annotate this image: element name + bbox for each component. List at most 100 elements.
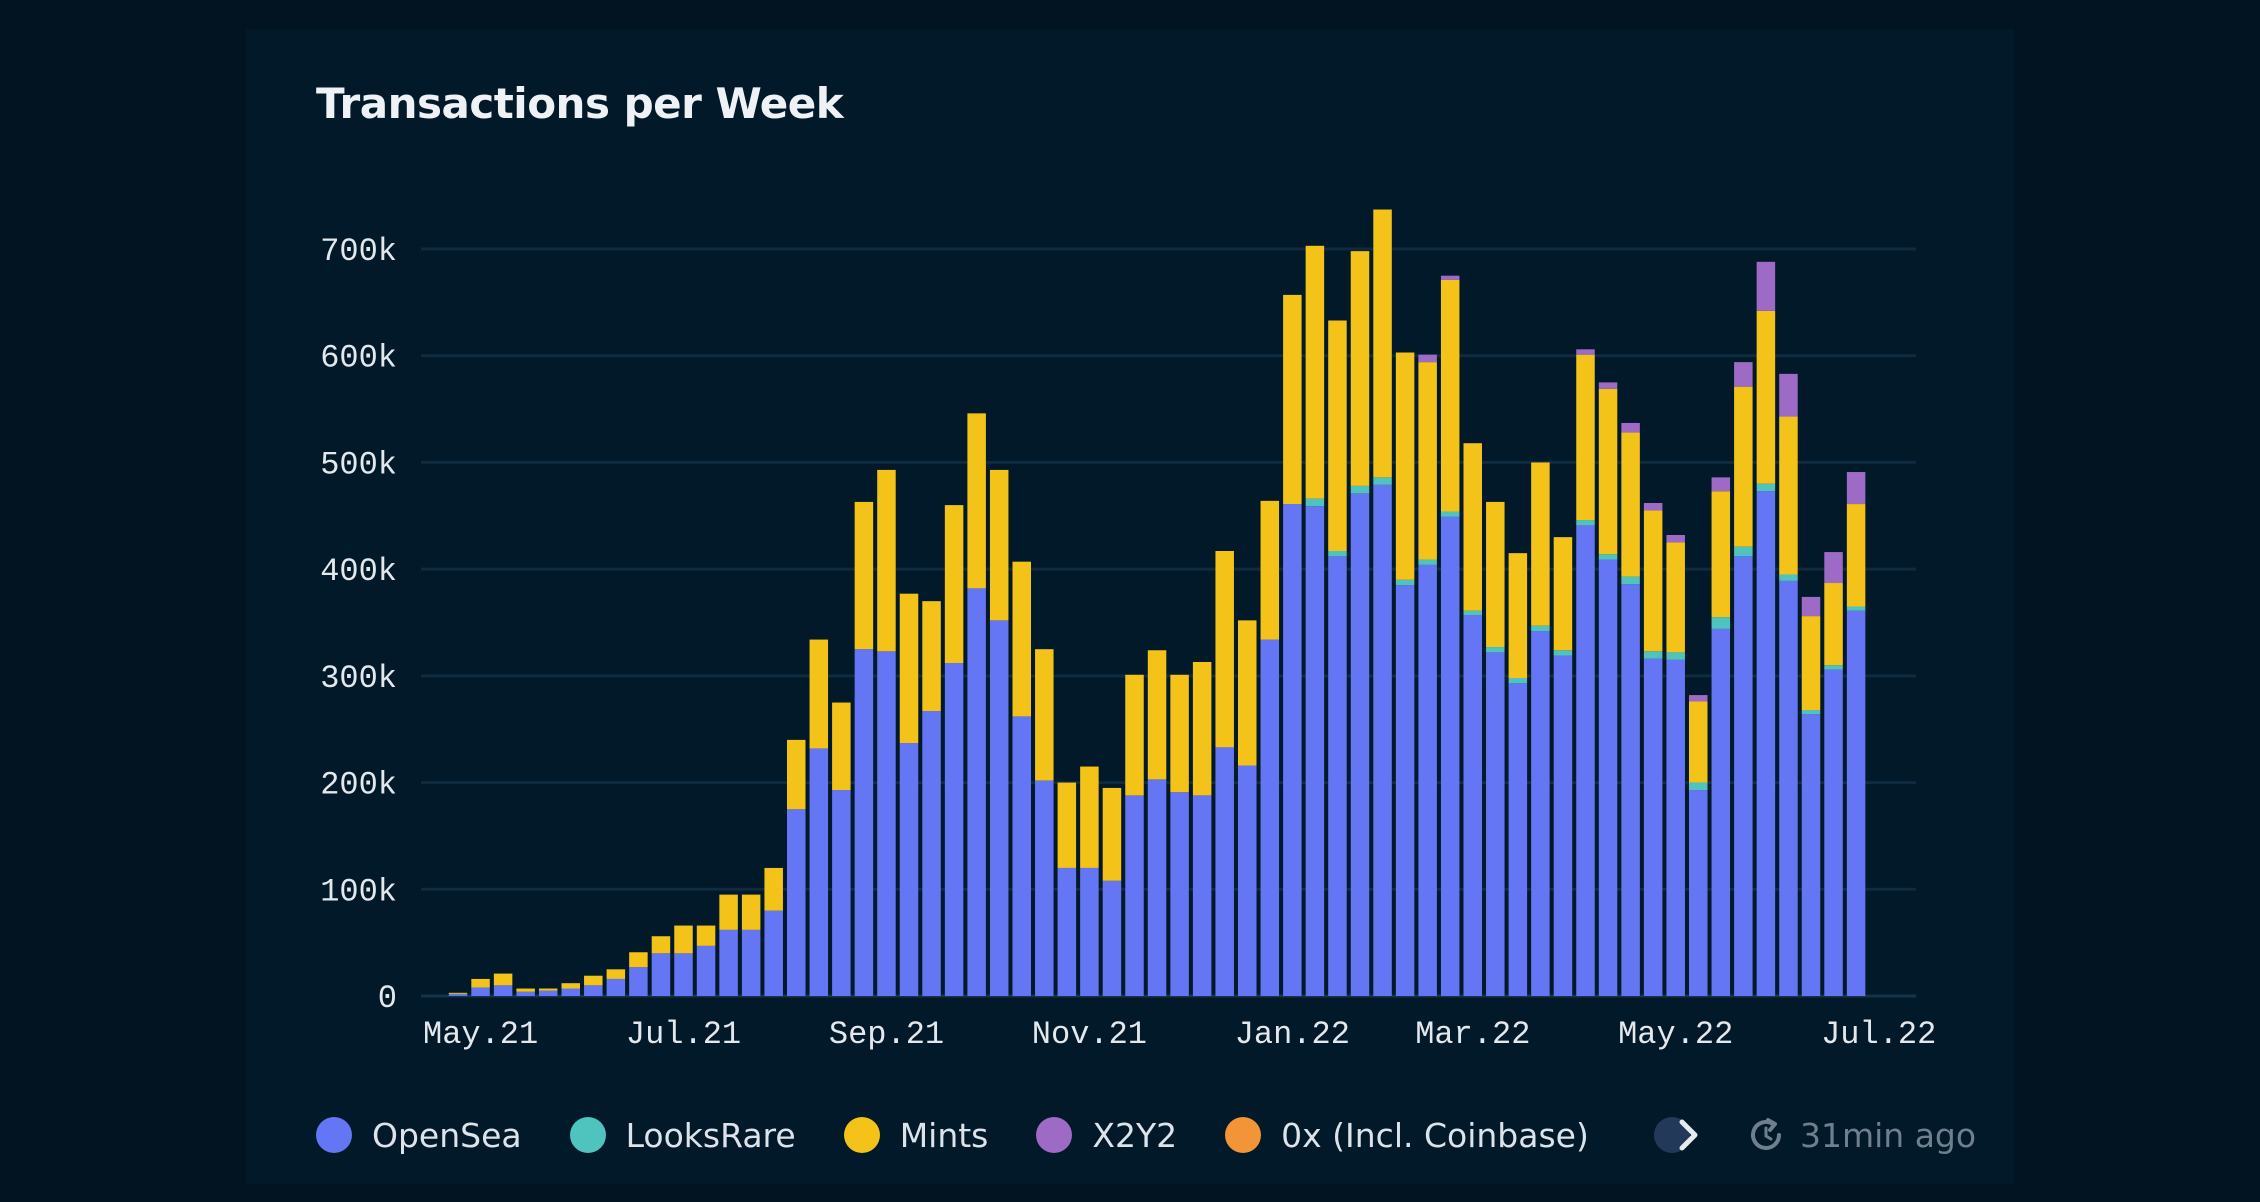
bar-segment-opensea[interactable] xyxy=(471,987,490,996)
bar-segment-looksrare[interactable] xyxy=(1689,782,1708,791)
bar-segment-opensea[interactable] xyxy=(651,953,671,996)
bar-segment-mints[interactable] xyxy=(1598,388,1618,555)
bar-segment-mints[interactable] xyxy=(1531,462,1550,626)
bar-segment-mints[interactable] xyxy=(809,639,829,749)
bar-segment-mints[interactable] xyxy=(1170,674,1189,793)
bar-segment-opensea[interactable] xyxy=(899,743,919,996)
bar-segment-mints[interactable] xyxy=(651,936,671,954)
bar-segment-looksrare[interactable] xyxy=(1734,546,1753,557)
bar-segment-opensea[interactable] xyxy=(1350,493,1370,996)
bar-segment-x2y2[interactable] xyxy=(1711,477,1731,492)
bar-segment-opensea[interactable] xyxy=(719,929,738,996)
bar-segment-opensea[interactable] xyxy=(696,945,716,996)
bar-segment-mints[interactable] xyxy=(584,975,603,986)
bar-segment-mints[interactable] xyxy=(493,973,513,986)
bar-segment-mints[interactable] xyxy=(1147,650,1167,780)
bar-segment-opensea[interactable] xyxy=(1531,631,1550,996)
bar-segment-opensea[interactable] xyxy=(1824,669,1843,996)
bar-segment-mints[interactable] xyxy=(989,469,1009,621)
bar-segment-mints[interactable] xyxy=(561,983,581,989)
bar-segment-opensea[interactable] xyxy=(832,790,851,996)
bar-segment-looksrare[interactable] xyxy=(1824,665,1843,670)
last-updated[interactable]: 31min ago xyxy=(1746,1109,1976,1161)
bar-segment-mints[interactable] xyxy=(1035,649,1054,781)
bar-segment-opensea[interactable] xyxy=(1012,716,1032,996)
bar-segment-looksrare[interactable] xyxy=(1553,650,1573,656)
bar-segment-looksrare[interactable] xyxy=(1395,579,1415,586)
bar-segment-opensea[interactable] xyxy=(1102,880,1122,996)
bar-segment-opensea[interactable] xyxy=(944,663,964,996)
bar-segment-looksrare[interactable] xyxy=(1440,511,1460,517)
legend-more-button[interactable] xyxy=(1652,1109,1704,1161)
bar-segment-opensea[interactable] xyxy=(1711,628,1731,996)
bar-segment-opensea[interactable] xyxy=(809,748,829,996)
bar-segment-mints[interactable] xyxy=(1801,616,1821,711)
bar-segment-opensea[interactable] xyxy=(854,649,874,996)
bar-segment-opensea[interactable] xyxy=(1373,484,1392,996)
bar-segment-x2y2[interactable] xyxy=(1440,275,1460,280)
bar-segment-mints[interactable] xyxy=(1553,537,1573,651)
bar-segment-mints[interactable] xyxy=(471,978,490,988)
bar-segment-x2y2[interactable] xyxy=(1576,349,1595,355)
bar-segment-looksrare[interactable] xyxy=(1350,485,1370,494)
bar-segment-mints[interactable] xyxy=(1080,766,1099,868)
bar-segment-mints[interactable] xyxy=(1846,504,1866,607)
bar-segment-opensea[interactable] xyxy=(1576,525,1595,996)
bar-segment-mints[interactable] xyxy=(1283,294,1302,505)
bar-segment-opensea[interactable] xyxy=(561,988,581,996)
bar-segment-opensea[interactable] xyxy=(538,990,558,996)
bar-segment-opensea[interactable] xyxy=(1170,792,1189,996)
bar-segment-mints[interactable] xyxy=(854,501,874,650)
bar-segment-opensea[interactable] xyxy=(1395,585,1415,996)
bar-segment-mints[interactable] xyxy=(1621,432,1640,577)
bar-segment-mints[interactable] xyxy=(1305,245,1325,499)
bar-segment-mints[interactable] xyxy=(1192,661,1212,796)
bar-segment-mints[interactable] xyxy=(719,894,738,930)
bar-segment-mints[interactable] xyxy=(1643,510,1663,652)
bar-segment-looksrare[interactable] xyxy=(1463,610,1483,616)
bar-segment-opensea[interactable] xyxy=(1305,506,1325,996)
bar-segment-opensea[interactable] xyxy=(1846,610,1866,996)
bar-segment-looksrare[interactable] xyxy=(1756,483,1776,492)
bar-segment-looksrare[interactable] xyxy=(1508,677,1528,684)
bar-segment-opensea[interactable] xyxy=(1238,765,1257,997)
bar-segment-opensea[interactable] xyxy=(1125,795,1144,996)
bar-segment-looksrare[interactable] xyxy=(1598,554,1618,560)
bar-segment-opensea[interactable] xyxy=(1689,790,1708,996)
bar-segment-mints[interactable] xyxy=(764,867,783,911)
bar-segment-opensea[interactable] xyxy=(1621,584,1640,996)
bar-segment-opensea[interactable] xyxy=(967,588,986,996)
bar-segment-opensea[interactable] xyxy=(1666,659,1685,996)
bar-segment-opensea[interactable] xyxy=(1779,580,1798,996)
bar-segment-mints[interactable] xyxy=(877,469,896,652)
bar-segment-x2y2[interactable] xyxy=(1734,362,1753,387)
bar-segment-mints[interactable] xyxy=(538,988,558,991)
bar-segment-mints[interactable] xyxy=(1666,542,1685,653)
bar-segment-x2y2[interactable] xyxy=(1418,354,1437,363)
bar-segment-looksrare[interactable] xyxy=(1418,559,1437,565)
bar-segment-opensea[interactable] xyxy=(674,953,693,996)
legend-item-opensea[interactable]: OpenSea xyxy=(316,1116,522,1155)
bar-segment-looksrare[interactable] xyxy=(1666,652,1685,660)
bar-segment-mints[interactable] xyxy=(1057,782,1077,868)
bar-segment-x2y2[interactable] xyxy=(1689,695,1708,702)
legend-item-x2y2[interactable]: X2Y2 xyxy=(1036,1116,1177,1155)
bar-segment-opensea[interactable] xyxy=(1734,556,1753,996)
bar-segment-mints[interactable] xyxy=(696,925,716,946)
bar-segment-mints[interactable] xyxy=(1102,787,1122,881)
bar-segment-mints[interactable] xyxy=(1779,416,1798,575)
bar-segment-mints[interactable] xyxy=(922,601,941,712)
bar-segment-looksrare[interactable] xyxy=(1711,617,1731,629)
bar-segment-looksrare[interactable] xyxy=(1576,520,1595,526)
bar-segment-opensea[interactable] xyxy=(1283,504,1302,996)
bar-segment-opensea[interactable] xyxy=(1215,747,1234,996)
bar-segment-opensea[interactable] xyxy=(1598,559,1618,996)
bar-segment-opensea[interactable] xyxy=(922,711,941,996)
bar-segment-opensea[interactable] xyxy=(1418,564,1437,996)
bar-segment-mints[interactable] xyxy=(1350,251,1370,486)
bar-segment-mints[interactable] xyxy=(1395,352,1415,580)
bar-segment-opensea[interactable] xyxy=(1553,655,1573,996)
bar-segment-opensea[interactable] xyxy=(493,985,513,996)
bar-segment-x2y2[interactable] xyxy=(1779,373,1798,417)
legend-item-0x-incl-coinbase[interactable]: 0x (Incl. Coinbase) xyxy=(1225,1116,1589,1155)
